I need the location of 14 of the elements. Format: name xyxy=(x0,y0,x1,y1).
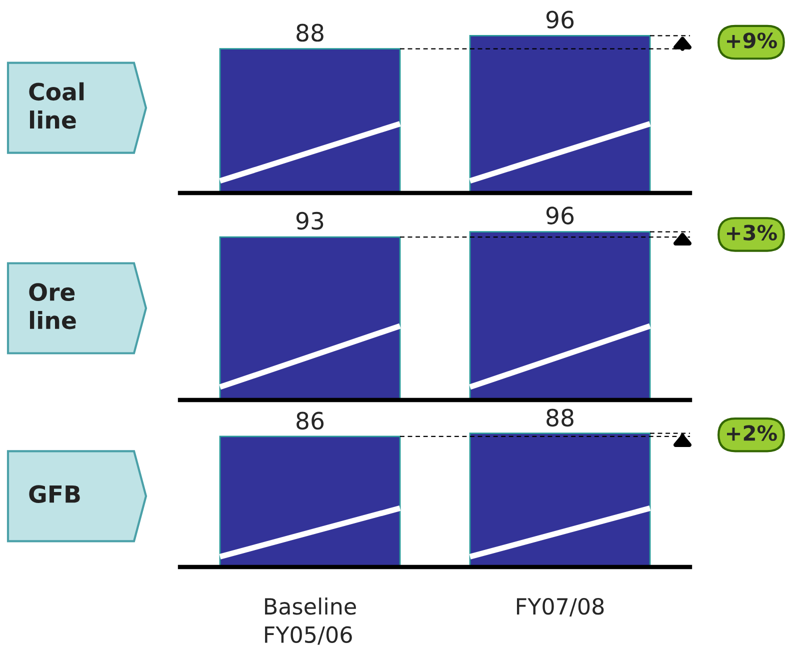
data-label: 96 xyxy=(546,206,574,224)
data-label: 88 xyxy=(546,408,574,427)
y-axis-title: Coal line xyxy=(29,82,84,129)
y-axis-title: Ore line xyxy=(29,283,76,330)
x-tick-label: Baseline FY05/06 xyxy=(265,598,356,645)
data-label: 93 xyxy=(296,212,324,230)
text: +3% xyxy=(726,224,777,240)
data-label: 88 xyxy=(296,24,324,42)
text: +2% xyxy=(726,425,777,441)
text: +9% xyxy=(726,32,777,48)
data-label: 86 xyxy=(296,412,324,430)
data-label: 96 xyxy=(546,10,574,29)
x-tick-label: FY07/08 xyxy=(516,598,604,617)
y-axis-title: GFB xyxy=(29,485,80,503)
